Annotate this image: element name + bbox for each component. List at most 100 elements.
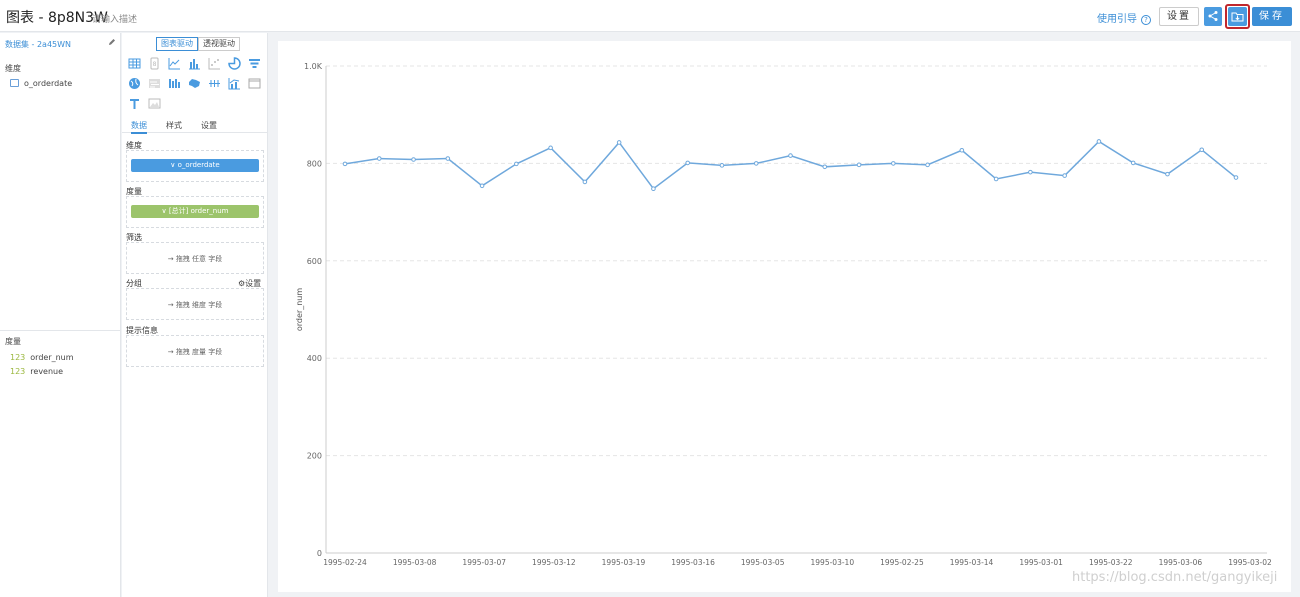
measure-field-order_num[interactable]: 123 order_num bbox=[10, 353, 74, 362]
data-point bbox=[582, 179, 588, 185]
dataset-selector[interactable]: 数据集 - 2a45WN bbox=[5, 40, 72, 49]
bar-chart-icon[interactable] bbox=[188, 57, 201, 70]
tooltip-drop-text: 拖拽 度量 字段 bbox=[175, 348, 223, 356]
data-point bbox=[651, 186, 656, 192]
data-point bbox=[685, 160, 690, 166]
data-point bbox=[891, 161, 896, 166]
x-tick-label: 1995-03-05 bbox=[741, 558, 785, 567]
series-line bbox=[344, 140, 1237, 190]
data-point bbox=[411, 157, 416, 162]
chevron-down-icon: ∨ bbox=[170, 161, 178, 169]
group-drop-text: 拖拽 维度 字段 bbox=[175, 301, 223, 309]
dimension-drop-zone[interactable]: ∨ o_orderdate bbox=[126, 150, 264, 182]
text-icon[interactable] bbox=[128, 97, 141, 110]
data-point bbox=[514, 161, 519, 167]
y-tick-label: 1.0K bbox=[304, 62, 323, 71]
arrow-right-icon: → bbox=[167, 255, 176, 263]
number-icon[interactable]: 8 bbox=[148, 57, 161, 70]
top-bar: 图表 - 8p8N3W 请输入描述 使用引导? 设置 保存 bbox=[0, 0, 1300, 32]
x-tick-label: 1995-03-01 bbox=[1019, 558, 1063, 567]
data-point bbox=[993, 176, 999, 182]
measure-field-label: order_num bbox=[30, 353, 74, 362]
export-highlight bbox=[1225, 4, 1250, 29]
help-icon: ? bbox=[1141, 15, 1151, 25]
data-point bbox=[1028, 169, 1033, 175]
group-zone-label: 分组 bbox=[126, 279, 142, 288]
watermark: https://blog.csdn.net/gangyikeji bbox=[1072, 570, 1278, 585]
metric-pill[interactable]: ∨ [总计] order_num bbox=[131, 205, 259, 218]
parallel-icon[interactable] bbox=[208, 77, 221, 90]
guide-link[interactable]: 使用引导? bbox=[1097, 10, 1151, 25]
funnel-icon[interactable] bbox=[248, 57, 261, 70]
y-tick-label: 600 bbox=[307, 257, 322, 266]
board-icon[interactable] bbox=[248, 77, 261, 90]
x-tick-label: 1995-03-14 bbox=[950, 558, 994, 567]
line-chart-icon[interactable] bbox=[168, 57, 181, 70]
number-type-icon: 123 bbox=[10, 353, 26, 362]
dimension-zone-label: 维度 bbox=[126, 141, 142, 150]
metric-zone-label: 度量 bbox=[126, 187, 142, 196]
description-input[interactable]: 请输入描述 bbox=[92, 15, 138, 25]
config-panel: 图表驱动 透视驱动 8 数据 样式 设置 维度 ∨ o_orderdate 度量… bbox=[122, 33, 268, 597]
dimension-field-label: o_orderdate bbox=[24, 79, 73, 88]
data-point bbox=[1096, 139, 1102, 144]
x-tick-label: 1995-03-07 bbox=[462, 558, 506, 567]
x-tick-label: 1995-03-06 bbox=[1159, 558, 1203, 567]
chevron-down-icon: ∨ bbox=[161, 207, 169, 215]
guide-label: 使用引导 bbox=[1097, 14, 1137, 25]
table-icon[interactable] bbox=[128, 57, 141, 70]
tooltip-drop-hint: → 拖拽 度量 字段 bbox=[127, 347, 263, 357]
tab-data[interactable]: 数据 bbox=[131, 120, 147, 134]
mode-pivot-button[interactable]: 透视驱动 bbox=[198, 37, 240, 51]
mode-chart-button[interactable]: 图表驱动 bbox=[156, 37, 198, 51]
gear-icon: ⚙ bbox=[238, 279, 246, 288]
pie-icon[interactable] bbox=[228, 57, 241, 70]
edit-icon[interactable] bbox=[108, 38, 116, 46]
arrow-right-icon: → bbox=[167, 348, 176, 356]
data-point bbox=[445, 156, 451, 161]
metric-drop-zone[interactable]: ∨ [总计] order_num bbox=[126, 196, 264, 228]
waterfall-icon[interactable] bbox=[168, 77, 181, 90]
map-icon[interactable] bbox=[128, 77, 141, 90]
dataset-panel: 数据集 - 2a45WN 维度 o_orderdate 度量 123 order_… bbox=[0, 33, 121, 597]
x-tick-label: 1995-02-25 bbox=[880, 558, 924, 567]
dimension-field-o_orderdate[interactable]: o_orderdate bbox=[10, 79, 72, 88]
data-point bbox=[822, 164, 828, 170]
tab-settings[interactable]: 设置 bbox=[201, 121, 217, 130]
group-settings-button[interactable]: ⚙设置 bbox=[238, 278, 261, 289]
metric-pill-label: [总计] order_num bbox=[168, 207, 229, 215]
number-type-icon: 123 bbox=[10, 367, 26, 376]
group-settings-label: 设置 bbox=[245, 279, 262, 288]
tooltip-drop-zone[interactable]: → 拖拽 度量 字段 bbox=[126, 335, 264, 367]
data-point bbox=[1233, 175, 1239, 180]
x-tick-label: 1995-03-12 bbox=[532, 558, 576, 567]
dimension-pill[interactable]: ∨ o_orderdate bbox=[131, 159, 259, 172]
y-axis-label: order_num bbox=[295, 288, 304, 331]
data-point bbox=[1130, 160, 1136, 166]
filter-drop-text: 拖拽 任意 字段 bbox=[175, 255, 223, 263]
tab-style[interactable]: 样式 bbox=[166, 121, 182, 130]
data-point bbox=[1199, 147, 1205, 153]
arrow-right-icon: → bbox=[167, 301, 176, 309]
save-button[interactable]: 保存 bbox=[1252, 7, 1292, 26]
share-button[interactable] bbox=[1204, 7, 1222, 26]
scatter-icon[interactable] bbox=[208, 57, 221, 70]
x-tick-label: 1995-03-19 bbox=[602, 558, 646, 567]
word-cloud-icon[interactable] bbox=[148, 77, 161, 90]
filter-zone-label: 筛选 bbox=[126, 233, 142, 242]
dimension-pill-label: o_orderdate bbox=[177, 161, 220, 169]
filter-drop-zone[interactable]: → 拖拽 任意 字段 bbox=[126, 242, 264, 274]
dimensions-heading: 维度 bbox=[5, 64, 21, 73]
image-icon[interactable] bbox=[148, 97, 161, 110]
chart-canvas: 0 200 400 600 800 1.0K order_num 1995-02-24 1995… bbox=[278, 41, 1291, 592]
x-tick-label: 1995-02-24 bbox=[323, 558, 367, 567]
export-button[interactable] bbox=[1228, 7, 1247, 26]
x-tick-label: 1995-03-16 bbox=[671, 558, 715, 567]
measure-field-revenue[interactable]: 123 revenue bbox=[10, 367, 63, 376]
settings-button[interactable]: 设置 bbox=[1159, 7, 1199, 26]
y-tick-label: 400 bbox=[307, 354, 322, 363]
combo-chart-icon[interactable] bbox=[228, 77, 241, 90]
group-drop-hint: → 拖拽 维度 字段 bbox=[127, 300, 263, 310]
group-drop-zone[interactable]: → 拖拽 维度 字段 bbox=[126, 288, 264, 320]
china-map-icon[interactable] bbox=[188, 77, 201, 90]
